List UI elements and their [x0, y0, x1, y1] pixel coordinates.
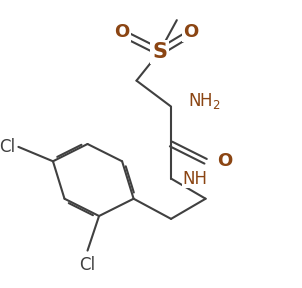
- Text: Cl: Cl: [79, 256, 96, 274]
- Text: O: O: [114, 23, 130, 41]
- Text: NH$_2$: NH$_2$: [188, 91, 221, 111]
- Text: NH: NH: [183, 170, 207, 187]
- Text: O: O: [184, 23, 199, 41]
- Text: Cl: Cl: [0, 138, 15, 156]
- Text: O: O: [217, 152, 232, 170]
- Text: S: S: [152, 42, 167, 62]
